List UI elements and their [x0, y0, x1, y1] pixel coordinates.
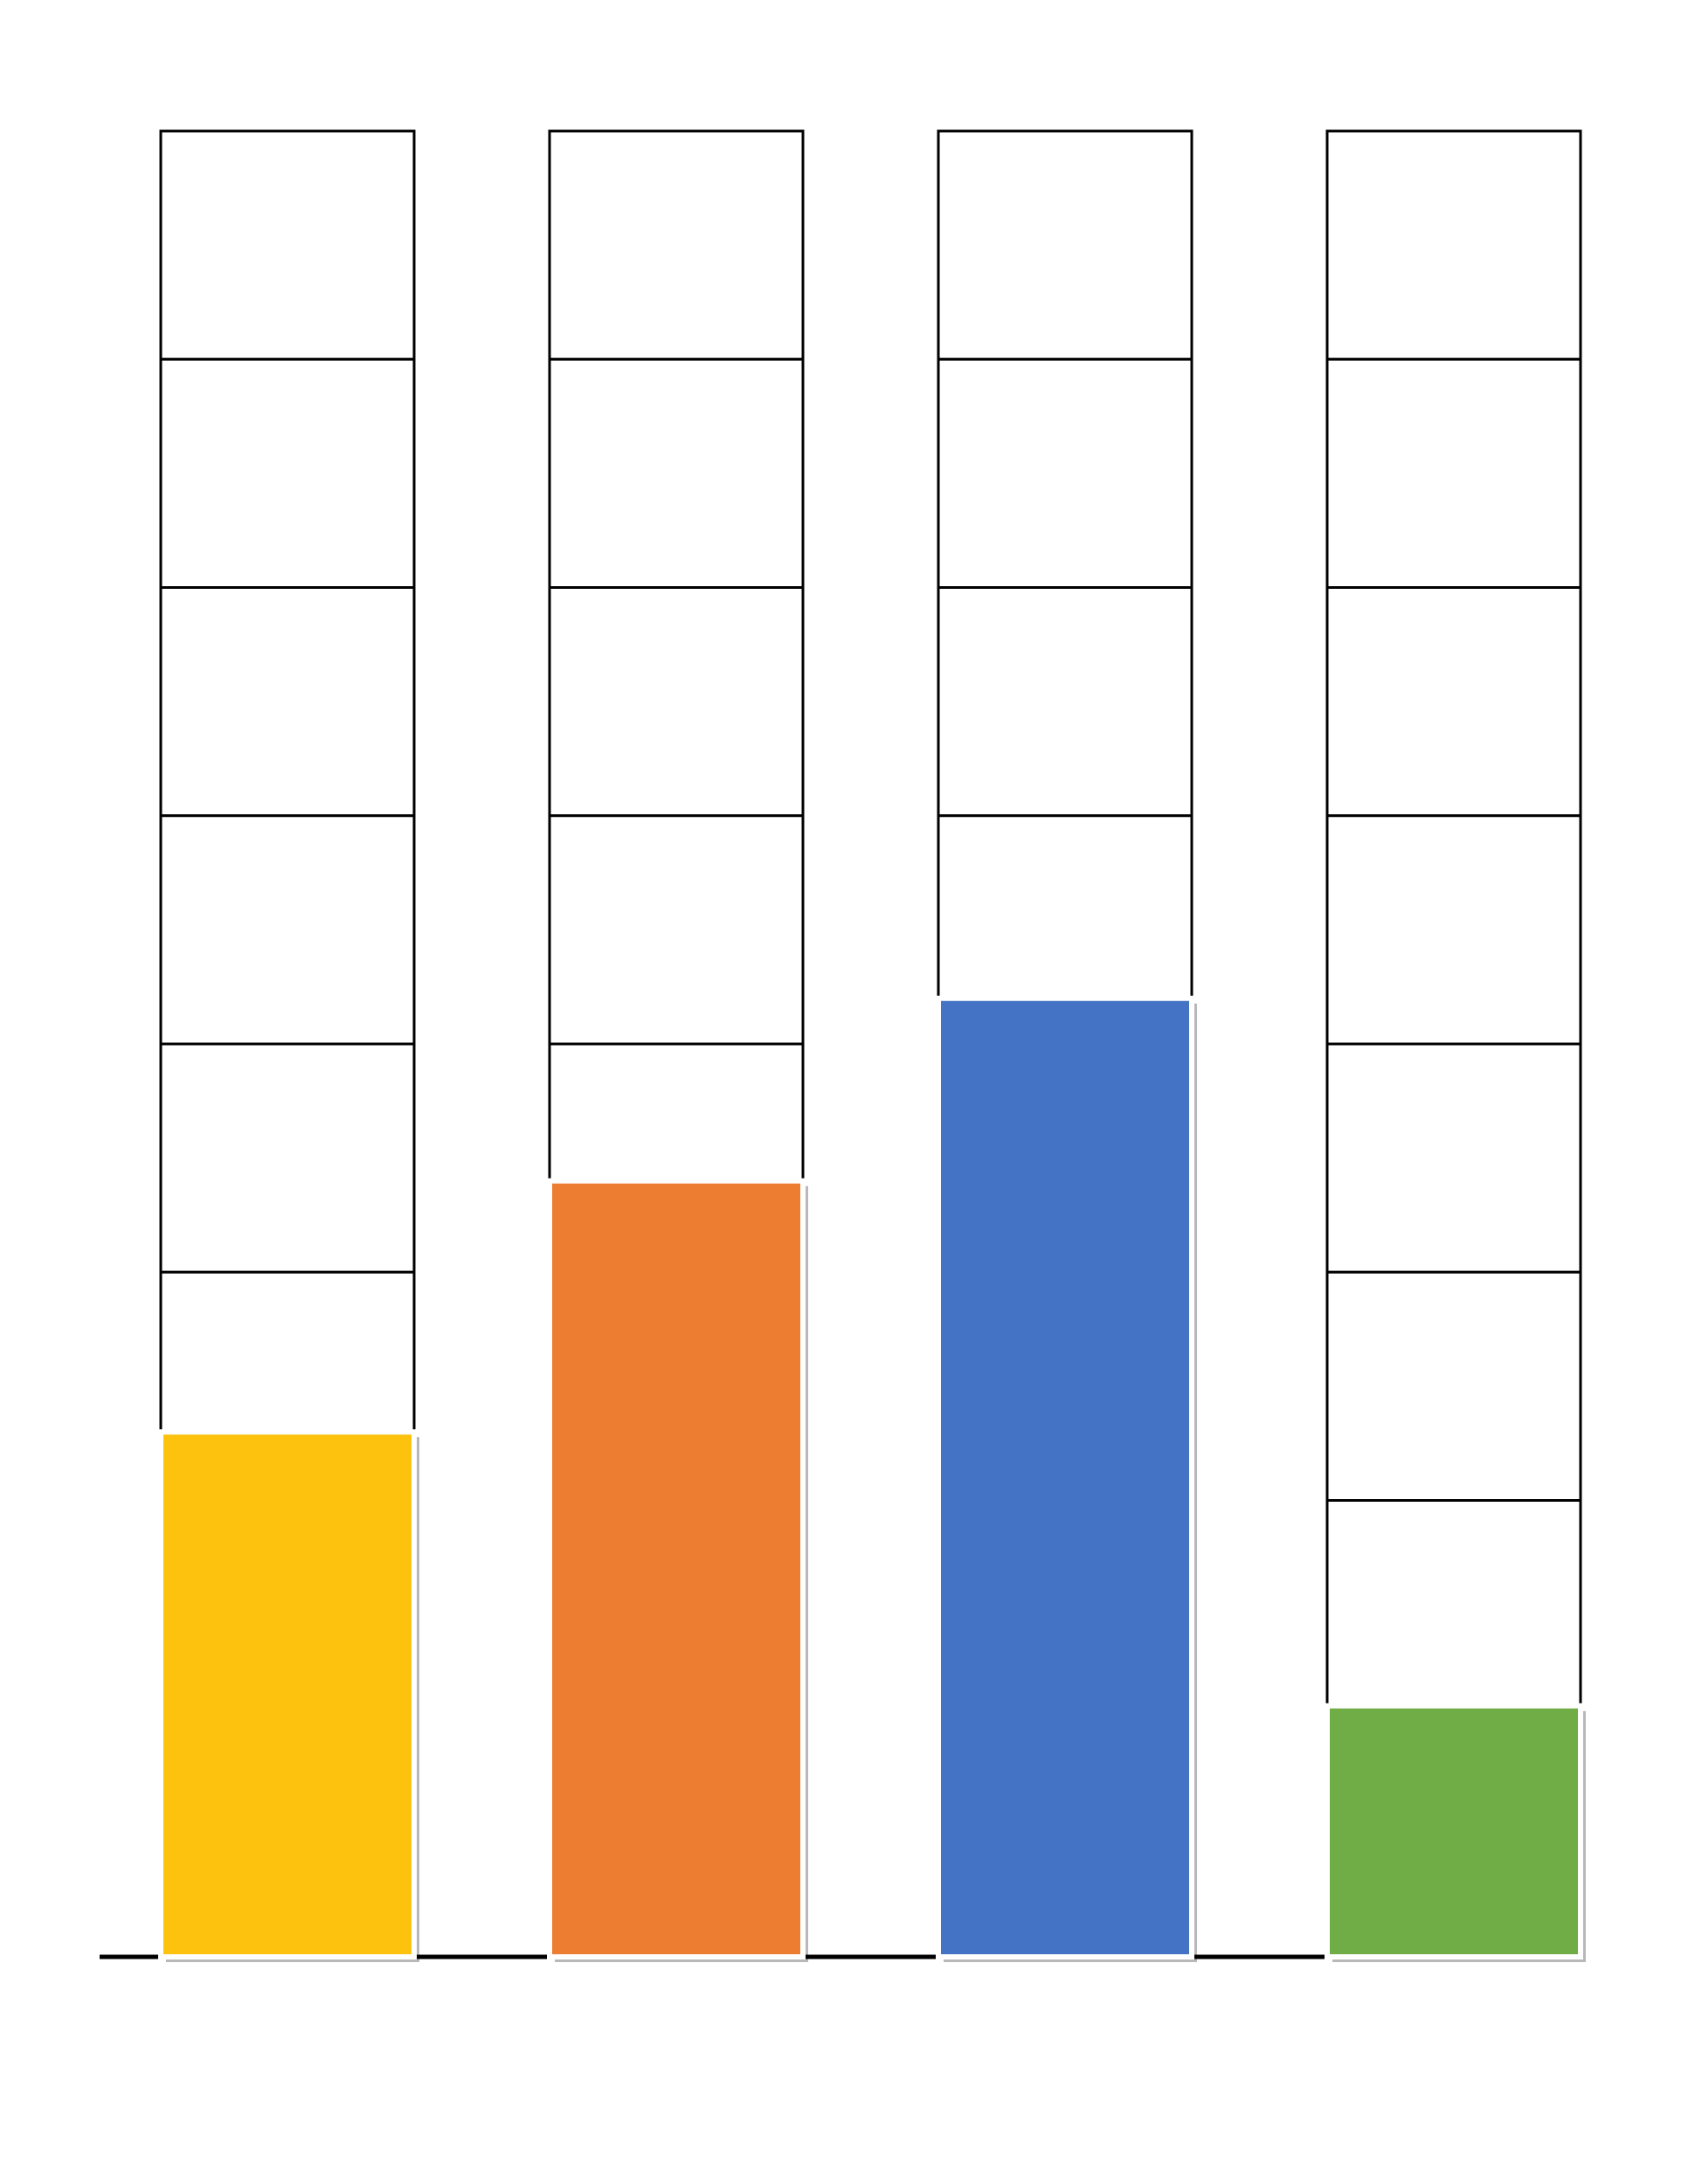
bar: [938, 999, 1192, 1957]
grid-cell: [938, 359, 1192, 587]
grid-cell: [1327, 131, 1581, 359]
grid-cell: [1327, 1044, 1581, 1272]
grid-cell: [1327, 816, 1581, 1044]
bar-chart: [0, 0, 1688, 2184]
grid-cell: [161, 1044, 414, 1272]
bar: [161, 1432, 414, 1957]
grid-cell: [1327, 359, 1581, 587]
grid-cell: [550, 816, 803, 1044]
grid-cell: [550, 588, 803, 816]
bar: [550, 1181, 803, 1957]
grid-cell: [161, 588, 414, 816]
grid-cell: [1327, 1272, 1581, 1500]
grid-cell: [550, 131, 803, 359]
bar: [1327, 1706, 1581, 1957]
grid-cell: [550, 359, 803, 587]
grid-cell: [1327, 588, 1581, 816]
grid-cell: [161, 359, 414, 587]
grid-cell: [938, 131, 1192, 359]
chart-svg: [0, 0, 1688, 2184]
grid-cell: [161, 131, 414, 359]
grid-cell: [161, 816, 414, 1044]
grid-cell: [938, 588, 1192, 816]
grid-cell: [1327, 1501, 1581, 1729]
